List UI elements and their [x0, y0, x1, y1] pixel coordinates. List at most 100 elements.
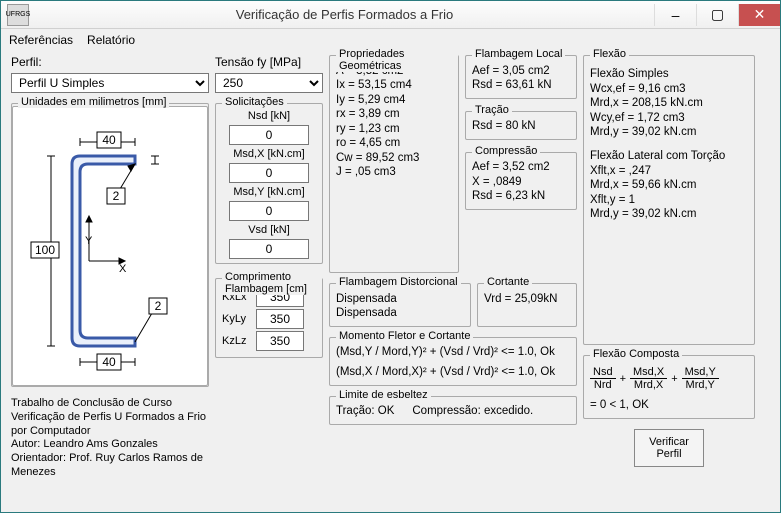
- perfil-label: Perfil:: [11, 55, 209, 69]
- flexao-lateral: Flexão Lateral com Torção: [590, 150, 748, 162]
- app-icon: UFRGS: [7, 4, 29, 26]
- esbeltez-tracao: Tração: OK: [336, 405, 394, 417]
- menu-relatorio[interactable]: Relatório: [87, 33, 135, 47]
- composta-legend: Flexão Composta: [590, 348, 682, 360]
- credits: Trabalho de Conclusão de Curso Verificaç…: [11, 397, 209, 480]
- flexao-wcy: Wcy,ef = 1,72 cm3: [590, 112, 748, 124]
- flexao-simples: Flexão Simples: [590, 68, 748, 80]
- flexao-mrdx: Mrd,x = 208,15 kN.cm: [590, 97, 748, 109]
- distor-l1: Dispensada: [336, 293, 464, 305]
- flamb-local-group: Flambagem Local Aef = 3,05 cm2 Rsd = 63,…: [465, 55, 577, 99]
- svg-text:X: X: [119, 263, 127, 275]
- vsd-label: Vsd [kN]: [222, 224, 316, 236]
- kzlz-label: KzLz: [222, 335, 252, 347]
- compressao-group: Compressão Aef = 3,52 cm2 X = ,0849 Rsd …: [465, 152, 577, 210]
- geometric-legend: Propriedades Geométricas: [336, 48, 458, 72]
- flexao-mrdy: Mrd,y = 39,02 kN.cm: [590, 126, 748, 138]
- close-button[interactable]: ✕: [738, 4, 780, 26]
- flexao-xfltx: Xflt,x = ,247: [590, 165, 748, 177]
- flexao-group: Flexão Flexão Simples Wcx,ef = 9,16 cm3 …: [583, 55, 755, 345]
- flamb-local-legend: Flambagem Local: [472, 48, 565, 60]
- dim-top: 40: [102, 133, 116, 147]
- distorcional-group: Flambagem Distorcional Dispensada Dispen…: [329, 283, 471, 327]
- tensao-label: Tensão fy [MPa]: [215, 55, 323, 69]
- distor-l2: Dispensada: [336, 307, 464, 319]
- geo-Iy: Iy = 5,29 cm4: [336, 94, 452, 106]
- verificar-button[interactable]: Verificar Perfil: [634, 429, 704, 467]
- geo-ro: ro = 4,65 cm: [336, 137, 452, 149]
- flamb-aef: Aef = 3,05 cm2: [472, 65, 570, 77]
- tracao-legend: Tração: [472, 104, 512, 116]
- compressao-legend: Compressão: [472, 145, 540, 157]
- tracao-group: Tração Rsd = 80 kN: [465, 111, 577, 140]
- esbeltez-group: Limite de esbeltez Tração: OK Compressão…: [329, 396, 577, 425]
- geometric-group: Propriedades Geométricas A = 3,52 cm2 Ix…: [329, 55, 459, 273]
- credit-l4: Orientador: Prof. Ruy Carlos Ramos de Me…: [11, 452, 209, 480]
- geo-ry: ry = 1,23 cm: [336, 123, 452, 135]
- comp-aef: Aef = 3,52 cm2: [472, 161, 570, 173]
- frac-n2: Nrd: [590, 379, 616, 391]
- credit-l3: Autor: Leandro Ams Gonzales: [11, 438, 209, 452]
- frac-my1: Msd,Y: [682, 366, 719, 379]
- credit-l1: Trabalho de Conclusão de Curso: [11, 397, 209, 411]
- momento-l2: (Msd,X / Mord,X)² + (Vsd / Vrd)² <= 1.0,…: [336, 366, 570, 378]
- solicitacoes-legend: Solicitações: [222, 96, 287, 108]
- profile-diagram: 40 100 2 2 40 Y X: [12, 106, 208, 386]
- menu-referencias[interactable]: Referências: [9, 33, 73, 47]
- momento-legend: Momento Fletor e Cortante: [336, 330, 473, 342]
- frac-mx1: Msd,X: [630, 366, 667, 379]
- comprimento-group: Comprimento Flambagem [cm] KxLx KyLy KzL…: [215, 278, 323, 358]
- distorcional-legend: Flambagem Distorcional: [336, 276, 461, 288]
- geo-Cw: Cw = 89,52 cm3: [336, 152, 452, 164]
- flexao-mrdy2: Mrd,y = 39,02 kN.cm: [590, 208, 748, 220]
- titlebar: UFRGS Verificação de Perfis Formados a F…: [1, 1, 780, 29]
- perfil-select[interactable]: Perfil U Simples: [11, 73, 209, 93]
- kzlz-input[interactable]: [256, 331, 304, 351]
- comp-x: X = ,0849: [472, 176, 570, 188]
- frac-n1: Nsd: [590, 366, 616, 379]
- kyly-input[interactable]: [256, 309, 304, 329]
- tracao-rsd: Rsd = 80 kN: [472, 120, 570, 132]
- kyly-label: KyLy: [222, 313, 252, 325]
- vsd-input[interactable]: [229, 239, 309, 259]
- composta-group: Flexão Composta Nsd Nrd + Msd,X Mrd,X + …: [583, 355, 755, 419]
- dim-bottom: 40: [102, 355, 116, 369]
- flamb-rsd: Rsd = 63,61 kN: [472, 79, 570, 91]
- msdx-label: Msd,X [kN.cm]: [222, 148, 316, 160]
- comp-rsd: Rsd = 6,23 kN: [472, 190, 570, 202]
- comprimento-legend: Comprimento Flambagem [cm]: [222, 271, 322, 295]
- credit-l2: Verificação de Perfis U Formados a Frio …: [11, 411, 209, 439]
- nsd-input[interactable]: [229, 125, 309, 145]
- flexao-xflty: Xflt,y = 1: [590, 194, 748, 206]
- dim-height: 100: [35, 243, 55, 257]
- flexao-mrdx2: Mrd,x = 59,66 kN.cm: [590, 179, 748, 191]
- solicitacoes-group: Solicitações Nsd [kN] Msd,X [kN.cm] Msd,…: [215, 103, 323, 264]
- esbeltez-comp: Compressão: excedido.: [412, 405, 533, 417]
- msdx-input[interactable]: [229, 163, 309, 183]
- geo-Ix: Ix = 53,15 cm4: [336, 79, 452, 91]
- flexao-legend: Flexão: [590, 48, 629, 60]
- svg-text:Y: Y: [85, 235, 93, 247]
- diagram-svg: 40 100 2 2 40 Y X: [25, 116, 195, 376]
- composta-res: = 0 < 1, OK: [590, 399, 748, 411]
- msdy-input[interactable]: [229, 201, 309, 221]
- geo-J: J = ,05 cm3: [336, 166, 452, 178]
- maximize-button[interactable]: ▢: [696, 4, 738, 26]
- minimize-button[interactable]: –: [654, 4, 696, 26]
- momento-l1: (Msd,Y / Mord,Y)² + (Vsd / Vrd)² <= 1.0,…: [336, 346, 570, 358]
- cortante-group: Cortante Vrd = 25,09kN: [477, 283, 577, 327]
- tensao-select[interactable]: 250: [215, 73, 323, 93]
- geo-rx: rx = 3,89 cm: [336, 108, 452, 120]
- frac-my2: Mrd,Y: [682, 379, 719, 391]
- msdy-label: Msd,Y [kN.cm]: [222, 186, 316, 198]
- momento-group: Momento Fletor e Cortante (Msd,Y / Mord,…: [329, 337, 577, 386]
- frac-mx2: Mrd,X: [630, 379, 667, 391]
- cortante-legend: Cortante: [484, 276, 532, 288]
- nsd-label: Nsd [kN]: [222, 110, 316, 122]
- window-title: Verificação de Perfis Formados a Frio: [35, 7, 654, 22]
- dim-t1: 2: [113, 189, 120, 203]
- flexao-wcx: Wcx,ef = 9,16 cm3: [590, 83, 748, 95]
- cortante-vrd: Vrd = 25,09kN: [484, 293, 570, 305]
- app-window: UFRGS Verificação de Perfis Formados a F…: [0, 0, 781, 513]
- dim-t2: 2: [155, 299, 162, 313]
